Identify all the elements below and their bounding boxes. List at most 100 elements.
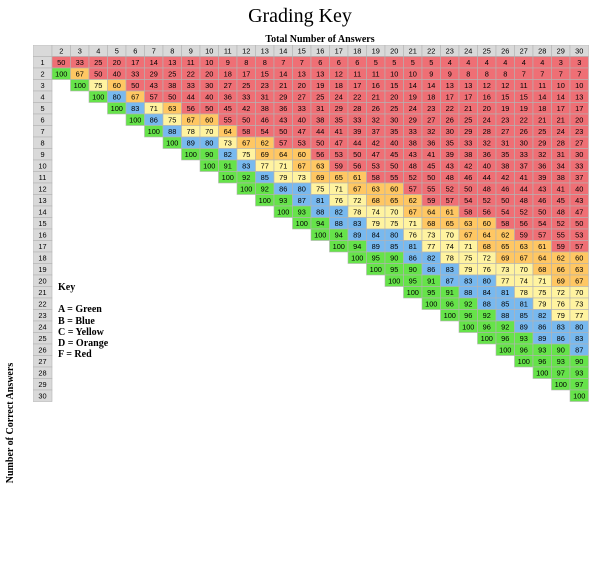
score-label: 4 <box>522 58 526 67</box>
score-label: 48 <box>557 208 565 217</box>
score-label: 100 <box>296 219 308 228</box>
score-label: 50 <box>501 196 509 205</box>
score-label: 12 <box>501 81 509 90</box>
score-label: 67 <box>575 277 583 286</box>
score-label: 85 <box>390 242 398 251</box>
score-label: 33 <box>409 127 417 136</box>
score-label: 100 <box>259 196 271 205</box>
row-header-label: 24 <box>38 323 46 332</box>
score-label: 70 <box>575 288 583 297</box>
score-label: 57 <box>409 185 417 194</box>
score-label: 61 <box>353 173 361 182</box>
score-label: 13 <box>575 93 583 102</box>
score-label: 42 <box>372 139 380 148</box>
score-label: 27 <box>298 93 306 102</box>
score-label: 100 <box>240 185 252 194</box>
score-label: 11 <box>520 81 528 90</box>
score-label: 37 <box>520 162 528 171</box>
score-label: 35 <box>335 116 343 125</box>
score-label: 31 <box>501 139 509 148</box>
row-header-label: 19 <box>38 265 46 274</box>
score-label: 12 <box>483 81 491 90</box>
score-label: 67 <box>520 254 528 263</box>
row-header-label: 5 <box>40 104 44 113</box>
row-header-label: 2 <box>40 70 44 79</box>
score-label: 15 <box>501 93 509 102</box>
score-label: 100 <box>92 93 104 102</box>
score-label: 77 <box>427 242 435 251</box>
score-label: 44 <box>187 93 195 102</box>
score-label: 73 <box>575 300 583 309</box>
score-label: 100 <box>462 323 474 332</box>
score-label: 35 <box>446 139 454 148</box>
score-label: 64 <box>224 127 232 136</box>
score-label: 20 <box>298 81 306 90</box>
score-label: 45 <box>557 196 565 205</box>
column-header-label: 16 <box>316 47 324 56</box>
column-header-label: 4 <box>96 47 100 56</box>
score-label: 57 <box>150 93 158 102</box>
score-label: 93 <box>520 334 528 343</box>
score-label: 92 <box>501 323 509 332</box>
score-label: 45 <box>390 150 398 159</box>
score-label: 100 <box>111 104 123 113</box>
score-label: 10 <box>575 81 583 90</box>
score-label: 16 <box>483 93 491 102</box>
score-label: 80 <box>575 323 583 332</box>
score-label: 47 <box>372 150 380 159</box>
score-label: 100 <box>351 254 363 263</box>
score-label: 33 <box>575 162 583 171</box>
score-label: 48 <box>483 185 491 194</box>
score-label: 100 <box>333 242 345 251</box>
score-label: 33 <box>464 139 472 148</box>
score-label: 50 <box>205 104 213 113</box>
score-label: 74 <box>446 242 454 251</box>
score-label: 83 <box>242 162 250 171</box>
score-label: 94 <box>335 231 343 240</box>
score-label: 36 <box>279 104 287 113</box>
score-label: 5 <box>392 58 396 67</box>
score-label: 38 <box>409 139 417 148</box>
score-label: 5 <box>429 58 433 67</box>
score-label: 69 <box>261 150 269 159</box>
score-label: 37 <box>372 127 380 136</box>
score-label: 71 <box>409 219 417 228</box>
score-label: 50 <box>279 127 287 136</box>
score-label: 89 <box>353 231 361 240</box>
score-label: 58 <box>372 173 380 182</box>
score-label: 45 <box>224 104 232 113</box>
column-header-label: 11 <box>224 47 232 56</box>
score-label: 71 <box>464 242 472 251</box>
score-label: 40 <box>483 162 491 171</box>
score-label: 100 <box>148 127 160 136</box>
score-label: 27 <box>575 139 583 148</box>
score-label: 75 <box>316 185 324 194</box>
score-label: 100 <box>203 162 215 171</box>
score-cell <box>569 389 589 402</box>
score-label: 100 <box>74 81 86 90</box>
score-label: 53 <box>335 150 343 159</box>
column-header-label: 8 <box>170 47 174 56</box>
score-label: 12 <box>335 70 343 79</box>
score-label: 23 <box>261 81 269 90</box>
score-label: 31 <box>261 93 269 102</box>
row-header-label: 11 <box>39 173 47 182</box>
score-label: 54 <box>464 196 472 205</box>
score-label: 88 <box>483 300 491 309</box>
score-label: 28 <box>353 104 361 113</box>
score-label: 67 <box>242 139 250 148</box>
score-label: 73 <box>501 265 509 274</box>
score-label: 30 <box>390 116 398 125</box>
row-header-label: 26 <box>38 346 46 355</box>
key-item-f: F = Red <box>58 349 92 361</box>
score-label: 83 <box>353 219 361 228</box>
score-label: 3 <box>559 58 563 67</box>
score-label: 39 <box>538 173 546 182</box>
score-label: 15 <box>261 70 269 79</box>
score-label: 14 <box>409 81 417 90</box>
score-label: 72 <box>557 288 565 297</box>
score-label: 32 <box>427 127 435 136</box>
score-label: 67 <box>298 162 306 171</box>
row-header-label: 9 <box>40 150 44 159</box>
score-label: 40 <box>575 185 583 194</box>
